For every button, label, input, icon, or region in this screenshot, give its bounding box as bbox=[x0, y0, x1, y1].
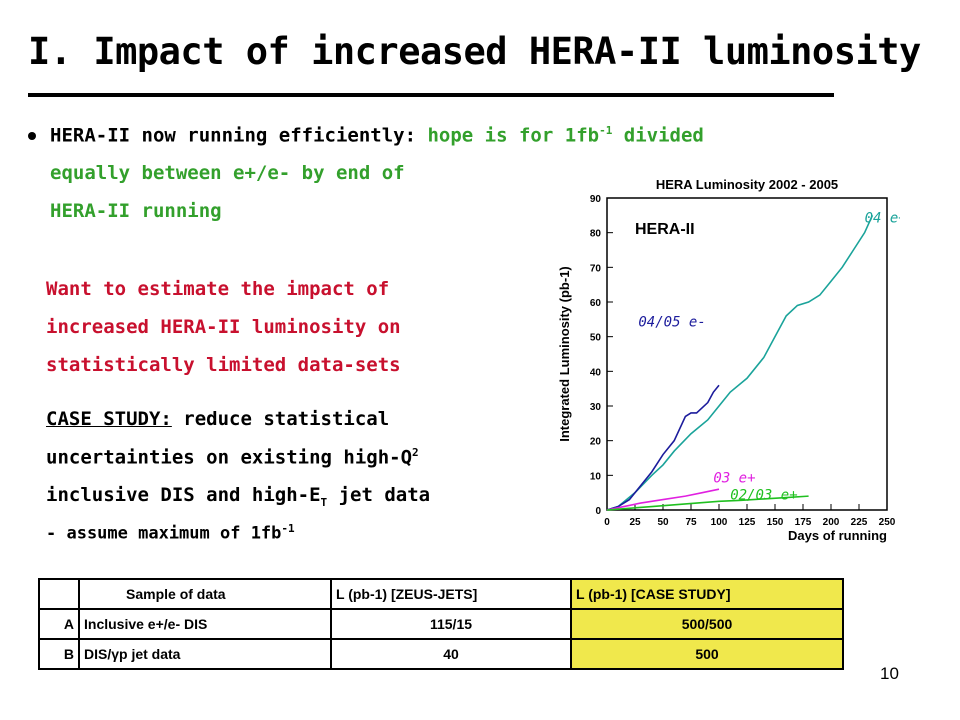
bullet-dot-icon bbox=[28, 131, 36, 140]
x-tick-label: 75 bbox=[685, 517, 697, 528]
table-cell: 40 bbox=[330, 638, 572, 670]
page-number: 10 bbox=[880, 664, 899, 683]
case-study-line-1: CASE STUDY: reduce statistical bbox=[46, 408, 389, 430]
table-row: A Inclusive e+/e- DIS 115/15 500/500 bbox=[38, 608, 844, 640]
case-study-line-3: inclusive DIS and high-ET jet data bbox=[46, 484, 430, 509]
case-study-line-2-sup: 2 bbox=[412, 446, 419, 459]
case-study-line-3-post: jet data bbox=[327, 484, 431, 506]
y-tick-label: 20 bbox=[590, 437, 602, 448]
table-cell: Inclusive e+/e- DIS bbox=[78, 608, 332, 640]
y-tick-label: 30 bbox=[590, 402, 602, 413]
case-study-line-4: - assume maximum of 1fb-1 bbox=[46, 522, 295, 544]
series-line bbox=[606, 384, 720, 511]
series-label: 02/03 e+ bbox=[730, 488, 797, 504]
table-cell: 500 bbox=[570, 638, 844, 670]
table-cell: DIS/γp jet data bbox=[78, 638, 332, 670]
slide-title: I. Impact of increased HERA-II luminosit… bbox=[28, 30, 921, 73]
table-cell: 115/15 bbox=[330, 608, 572, 640]
table-header-cell: L (pb-1) [CASE STUDY] bbox=[570, 578, 844, 610]
case-study-line-3-sub: T bbox=[320, 495, 328, 509]
x-tick-label: 175 bbox=[795, 517, 812, 528]
table-cell: 500/500 bbox=[570, 608, 844, 640]
table-header-cell bbox=[38, 578, 80, 610]
table-cell: A bbox=[38, 608, 80, 640]
case-study-tail: reduce statistical bbox=[171, 408, 390, 430]
x-tick-label: 25 bbox=[629, 517, 641, 528]
case-study-line-3-text: inclusive DIS and high-E bbox=[46, 484, 321, 506]
series-label: 03 e+ bbox=[713, 470, 755, 486]
x-tick-label: 150 bbox=[767, 517, 784, 528]
series-label: 04 e+ bbox=[865, 210, 900, 226]
y-axis-label: Integrated Luminosity (pb-1) bbox=[557, 266, 572, 442]
table-cell: B bbox=[38, 638, 80, 670]
x-tick-label: 200 bbox=[823, 517, 840, 528]
red-line-3: statistically limited data-sets bbox=[46, 354, 401, 376]
y-tick-label: 50 bbox=[590, 333, 602, 344]
bullet-sup: -1 bbox=[599, 124, 613, 137]
table-header-row: Sample of data L (pb-1) [ZEUS-JETS] L (p… bbox=[38, 578, 844, 610]
x-tick-label: 100 bbox=[711, 517, 728, 528]
bullet-line-3: HERA-II running bbox=[50, 200, 222, 222]
y-tick-label: 90 bbox=[590, 194, 602, 205]
y-tick-label: 40 bbox=[590, 367, 602, 378]
series-line bbox=[606, 215, 874, 511]
table-header-cell: Sample of data bbox=[78, 578, 332, 610]
x-tick-label: 0 bbox=[604, 517, 610, 528]
bullet-black-text: HERA-II now running efficiently: bbox=[50, 124, 417, 147]
red-line-1: Want to estimate the impact of bbox=[46, 278, 390, 300]
y-tick-label: 60 bbox=[590, 298, 602, 309]
data-table: Sample of data L (pb-1) [ZEUS-JETS] L (p… bbox=[38, 578, 844, 670]
x-tick-label: 225 bbox=[851, 517, 868, 528]
case-study-line-4-sup: -1 bbox=[281, 522, 295, 535]
case-study-line-2-text: uncertainties on existing high-Q bbox=[46, 446, 413, 469]
bullet-green-text: hope is for 1fb bbox=[416, 124, 600, 147]
case-study-line-2: uncertainties on existing high-Q2 bbox=[46, 446, 419, 468]
x-tick-label: 250 bbox=[879, 517, 896, 528]
y-tick-label: 80 bbox=[590, 229, 602, 240]
x-tick-label: 50 bbox=[657, 517, 669, 528]
bullet-line: HERA-II now running efficiently: hope is… bbox=[28, 124, 704, 146]
plot-frame bbox=[606, 197, 888, 511]
y-tick-label: 0 bbox=[595, 506, 601, 517]
x-axis-label: Days of running bbox=[788, 528, 887, 543]
x-tick-label: 125 bbox=[739, 517, 756, 528]
y-tick-label: 10 bbox=[590, 471, 602, 482]
chart-annotation: HERA-II bbox=[635, 221, 695, 238]
bullet-green-tail: divided bbox=[612, 124, 704, 147]
series-line bbox=[606, 495, 809, 511]
bullet-line-2: equally between e+/e- by end of bbox=[50, 162, 405, 184]
red-line-2: increased HERA-II luminosity on bbox=[46, 316, 401, 338]
series-label: 04/05 e- bbox=[638, 314, 705, 330]
case-study-label: CASE STUDY: bbox=[46, 408, 172, 430]
case-study-line-4-text: - assume maximum of 1fb bbox=[46, 523, 282, 544]
title-underline bbox=[28, 93, 834, 97]
chart-title: HERA Luminosity 2002 - 2005 bbox=[656, 177, 838, 192]
table-header-cell: L (pb-1) [ZEUS-JETS] bbox=[330, 578, 572, 610]
table-row: B DIS/γp jet data 40 500 bbox=[38, 638, 844, 670]
y-tick-label: 70 bbox=[590, 263, 602, 274]
series-line bbox=[606, 488, 720, 511]
